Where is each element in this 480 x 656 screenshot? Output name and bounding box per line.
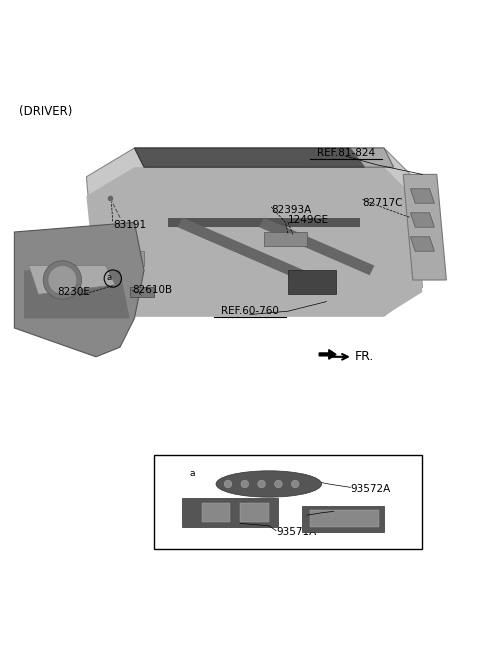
Text: 93571A: 93571A (276, 527, 316, 537)
Polygon shape (110, 251, 144, 266)
Polygon shape (24, 270, 130, 318)
Polygon shape (403, 174, 446, 280)
Text: REF.81-824: REF.81-824 (316, 148, 375, 158)
Circle shape (291, 480, 299, 488)
Text: 8230E: 8230E (58, 287, 90, 297)
Circle shape (224, 480, 232, 488)
Circle shape (258, 480, 265, 488)
Text: 83191: 83191 (113, 220, 146, 230)
Polygon shape (410, 189, 434, 203)
Polygon shape (410, 213, 434, 227)
Polygon shape (310, 510, 379, 527)
Text: 82393A: 82393A (271, 205, 312, 215)
Polygon shape (259, 218, 374, 276)
Polygon shape (14, 222, 144, 357)
Polygon shape (410, 237, 434, 251)
Polygon shape (202, 503, 230, 522)
Text: 93572A: 93572A (350, 484, 391, 494)
Circle shape (241, 480, 249, 488)
Polygon shape (86, 148, 422, 316)
Circle shape (43, 261, 82, 299)
Ellipse shape (216, 471, 322, 497)
Polygon shape (319, 350, 336, 359)
Polygon shape (178, 218, 326, 289)
Polygon shape (302, 506, 384, 532)
Text: (DRIVER): (DRIVER) (19, 105, 72, 118)
Text: a: a (107, 273, 112, 282)
Polygon shape (168, 218, 360, 227)
FancyBboxPatch shape (154, 455, 422, 549)
Polygon shape (350, 148, 394, 167)
Circle shape (275, 480, 282, 488)
Text: 1249GE: 1249GE (288, 215, 329, 225)
Circle shape (48, 266, 77, 295)
Polygon shape (29, 266, 115, 295)
Polygon shape (264, 232, 307, 247)
Text: REF.60-760: REF.60-760 (221, 306, 278, 316)
Polygon shape (86, 167, 422, 316)
Text: 82717C: 82717C (362, 198, 403, 208)
Text: FR.: FR. (355, 350, 374, 363)
Polygon shape (182, 499, 278, 527)
Text: a: a (189, 470, 195, 478)
Text: 82610B: 82610B (132, 285, 172, 295)
Polygon shape (288, 270, 336, 295)
Polygon shape (240, 503, 269, 522)
Text: 93530: 93530 (334, 508, 367, 518)
Polygon shape (130, 287, 154, 297)
Polygon shape (134, 148, 365, 167)
